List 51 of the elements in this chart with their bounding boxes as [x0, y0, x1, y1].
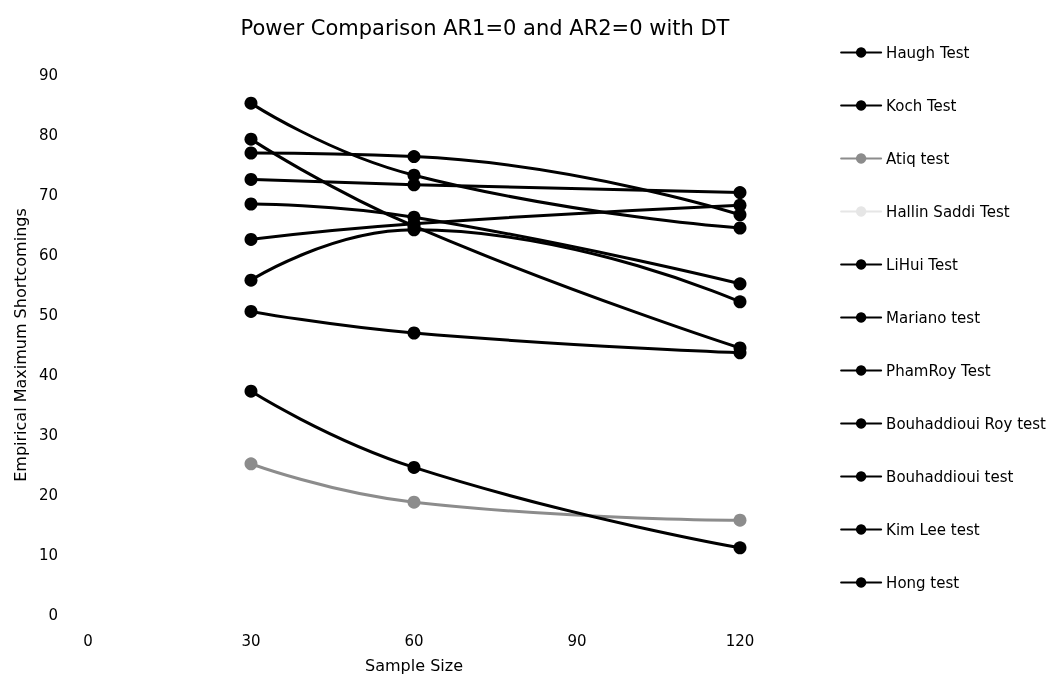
y-tick-label: 60 [38, 246, 58, 264]
point [244, 384, 258, 398]
x-axis-title: Sample Size [365, 655, 463, 675]
point [244, 273, 258, 287]
point [244, 96, 258, 110]
y-tick-label: 10 [38, 546, 58, 564]
y-tick-label: 70 [38, 186, 58, 204]
x-tick-label: 90 [567, 631, 587, 650]
y-tick-label: 80 [38, 126, 58, 144]
point [733, 541, 747, 555]
point [407, 326, 421, 340]
y-tick-label: 90 [38, 66, 58, 84]
x-tick-label: 60 [404, 631, 424, 650]
legend-label: LiHui Test [886, 255, 959, 274]
point [733, 295, 747, 309]
x-tick-label: 0 [83, 631, 93, 650]
point [244, 457, 258, 471]
legend-label: Atiq test [886, 149, 950, 168]
legend-label: Bouhaddioui Roy test [886, 414, 1047, 433]
point [733, 513, 747, 527]
y-tick-label: 20 [38, 486, 58, 504]
x-tick-label: 30 [241, 631, 261, 650]
point [407, 460, 421, 474]
legend-label: Hong test [886, 573, 960, 592]
point [733, 186, 747, 200]
point [244, 172, 258, 186]
point [407, 178, 421, 192]
point [733, 198, 747, 212]
legend-label: Kim Lee test [886, 520, 980, 539]
legend-label: Bouhaddioui test [886, 467, 1014, 486]
legend-label: Koch Test [886, 96, 957, 115]
point [244, 304, 258, 318]
legend-label: Mariano test [886, 308, 981, 327]
y-tick-label: 40 [38, 366, 58, 384]
point [733, 277, 747, 291]
legend-label: PhamRoy Test [886, 361, 991, 380]
y-tick-label: 50 [38, 306, 58, 324]
point [244, 232, 258, 246]
point [244, 197, 258, 211]
point [407, 150, 421, 164]
point [244, 146, 258, 160]
legend-label: Hallin Saddi Test [886, 202, 1010, 221]
y-axis-title: Empirical Maximum Shortcomings [10, 208, 30, 482]
legend-label: Haugh Test [886, 43, 970, 62]
point [733, 221, 747, 235]
chart-title: Power Comparison AR1=0 and AR2=0 with DT [240, 15, 730, 40]
y-tick-label: 30 [38, 426, 58, 444]
point [407, 495, 421, 509]
y-tick-label: 0 [48, 606, 58, 624]
point [244, 132, 258, 146]
x-tick-label: 120 [725, 631, 755, 650]
